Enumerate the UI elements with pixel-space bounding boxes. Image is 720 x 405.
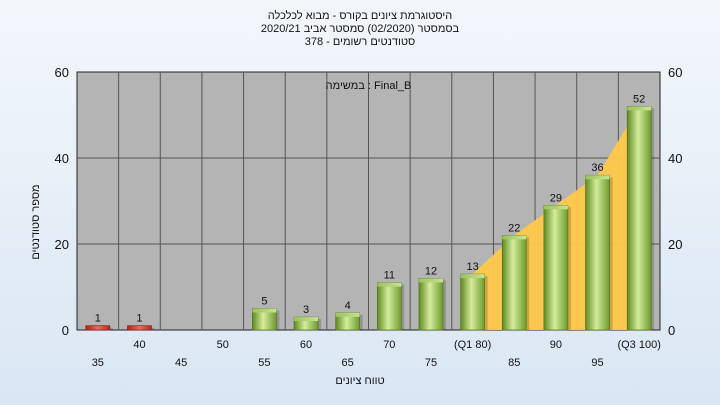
data-label: 1 [136, 313, 142, 325]
data-label: 5 [261, 296, 267, 308]
x-tick-label: (Q3 100) [617, 339, 660, 351]
chart-title-line-2: בסמסטר (02/2020) סמסטר אביב 2020/21 [260, 23, 460, 35]
bar-top [294, 317, 319, 322]
bar [501, 235, 527, 331]
bar [543, 205, 569, 331]
bar-top [502, 235, 527, 240]
chart-title: היסטוגרמת ציונים בקורס - מבוא לכלכלה בסמ… [0, 10, 720, 49]
bar [626, 106, 652, 331]
x-tick-label: 65 [342, 357, 354, 369]
data-label: 36 [591, 162, 603, 174]
x-tick-label: (Q1 80) [454, 339, 491, 351]
bar-top [627, 106, 652, 111]
bar-top [418, 278, 443, 283]
y-axis-label: מספר סטודנטים [30, 184, 42, 260]
x-tick-label: 85 [508, 357, 520, 369]
x-tick-label: 55 [258, 357, 270, 369]
data-label: 13 [466, 261, 478, 273]
y-tick-label-left: 20 [55, 237, 69, 252]
x-tick-label: 35 [92, 357, 104, 369]
chart-title-line-3: סטודנטים רשומים - 378 [304, 36, 416, 48]
x-tick-label: 75 [425, 357, 437, 369]
x-axis-label: טווח ציונים [335, 375, 385, 387]
data-label: 4 [345, 300, 351, 312]
bar-top [335, 312, 360, 317]
y-tick-label-right: 40 [668, 151, 682, 166]
x-tick-label: 90 [550, 339, 562, 351]
x-tick-label: 45 [175, 357, 187, 369]
data-label: 3 [303, 304, 309, 316]
bar-top [460, 274, 485, 279]
data-label: 12 [425, 265, 437, 277]
data-label: 52 [633, 93, 645, 105]
y-tick-label-left: 40 [55, 151, 69, 166]
bar [127, 325, 152, 331]
bar [418, 278, 444, 331]
y-tick-label-right: 60 [668, 65, 682, 80]
bar-top [252, 308, 277, 313]
data-label: 1 [95, 313, 101, 325]
bar [85, 325, 111, 331]
y-tick-label-right: 20 [668, 237, 682, 252]
bar [585, 174, 610, 331]
data-label: 29 [550, 192, 562, 204]
x-tick-label: 40 [133, 339, 145, 351]
chart-title-line-1: היסטוגרמת ציונים בקורס - מבוא לכלכלה [267, 10, 453, 22]
bar [377, 282, 402, 331]
bar [460, 273, 485, 331]
bar-top [585, 175, 610, 180]
x-tick-label: 70 [383, 339, 395, 351]
x-tick-label: 50 [217, 339, 229, 351]
data-label: 22 [508, 222, 520, 234]
plot-annotation: במשימה : Final_B [326, 80, 412, 92]
x-tick-label: 95 [591, 357, 603, 369]
y-tick-label-left: 60 [55, 65, 69, 80]
x-tick-label: 60 [300, 339, 312, 351]
bar-top [543, 205, 568, 210]
data-label: 11 [384, 270, 395, 282]
y-tick-label-right: 0 [668, 323, 675, 338]
bar-top [377, 282, 402, 287]
y-tick-label-left: 0 [62, 323, 69, 338]
